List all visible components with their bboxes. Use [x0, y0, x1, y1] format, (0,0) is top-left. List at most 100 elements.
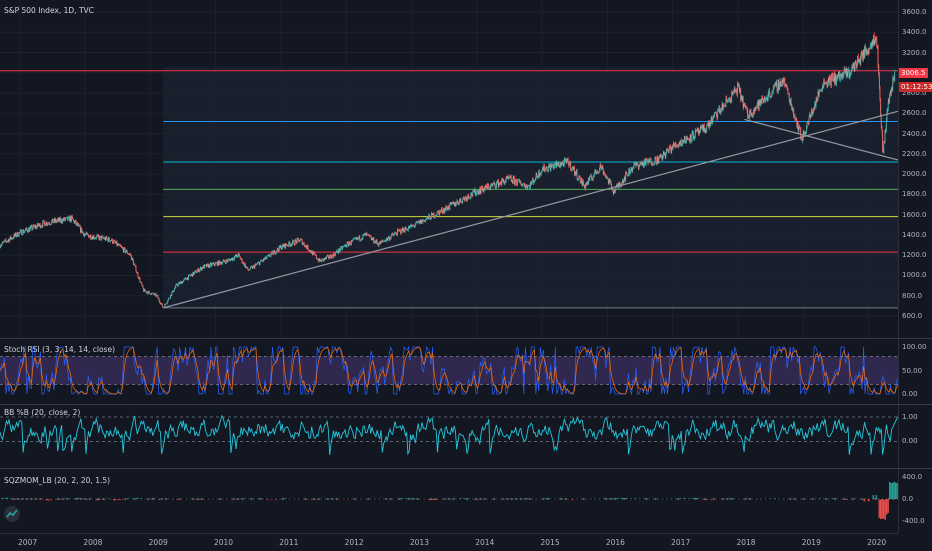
- sqz-dot: [843, 498, 845, 500]
- sqz-dot: [300, 498, 302, 500]
- sqz-histogram-bar: [684, 498, 685, 499]
- sqz-dot: [592, 498, 594, 500]
- price-axis[interactable]: 3600.03400.03200.03000.02800.02600.02400…: [898, 0, 932, 338]
- sqz-dot: [66, 498, 68, 500]
- sqz-dot: [821, 498, 823, 500]
- sqz-histogram-bar: [873, 495, 874, 499]
- bb-pct-legend[interactable]: BB %B (20, close, 2): [4, 408, 80, 417]
- stoch-rsi-pane[interactable]: [0, 339, 898, 404]
- sqz-dot: [866, 498, 868, 500]
- sqz-histogram-bar: [644, 498, 645, 499]
- price-tick: 1800.0: [902, 190, 927, 198]
- sqz-dot: [309, 498, 311, 500]
- sqz-dot: [489, 498, 491, 500]
- sqz-dot: [111, 498, 113, 500]
- year-label: 2011: [279, 538, 298, 547]
- sqz-histogram-bar: [729, 498, 730, 499]
- sqz-dot: [8, 498, 10, 500]
- sqz-dot: [700, 498, 702, 500]
- sqz-histogram-bar: [880, 499, 881, 519]
- year-label: 2007: [18, 538, 37, 547]
- sqz-dot: [758, 498, 760, 500]
- sqz-dot: [628, 498, 630, 500]
- sqz-dot: [686, 498, 688, 500]
- sqz-dot: [852, 498, 854, 500]
- sqz-dot: [735, 498, 737, 500]
- sqz-dot: [233, 498, 235, 500]
- sqz-histogram-bar: [177, 499, 178, 500]
- price-tick: 1200.0: [902, 251, 927, 259]
- sqz-dot: [251, 498, 253, 500]
- price-tick: 2000.0: [902, 170, 927, 178]
- sqz-dot: [201, 498, 203, 500]
- sqz-dot: [125, 498, 127, 500]
- sqz-histogram-bar: [697, 498, 698, 499]
- sqz-dot: [439, 498, 441, 500]
- sqz-dot: [762, 498, 764, 500]
- sqz-dot: [80, 498, 82, 500]
- sqz-histogram-bar: [846, 499, 847, 500]
- sqz-dot: [767, 498, 769, 500]
- sqz-dot: [165, 498, 167, 500]
- sqz-dot: [861, 498, 863, 500]
- sqz-dot: [426, 498, 428, 500]
- year-label: 2020: [867, 538, 886, 547]
- sqz-dot: [682, 498, 684, 500]
- sqz-dot: [825, 498, 827, 500]
- sqz-dot: [673, 498, 675, 500]
- price-tick: 2600.0: [902, 109, 927, 117]
- sqz-dot: [789, 498, 791, 500]
- stoch-rsi-legend[interactable]: Stoch RSI (3, 3, 14, 14, close): [4, 345, 115, 354]
- sqz-dot: [457, 498, 459, 500]
- sqz-dot: [161, 498, 163, 500]
- sqz-dot: [614, 498, 616, 500]
- sqzmom-legend[interactable]: SQZMOM_LB (20, 2, 20, 1.5): [4, 476, 110, 485]
- sqz-dot: [228, 498, 230, 500]
- sqz-dot: [363, 498, 365, 500]
- sqz-dot: [659, 498, 661, 500]
- sqz-histogram-bar: [154, 498, 155, 499]
- sqz-dot: [385, 498, 387, 500]
- sqz-dot: [345, 498, 347, 500]
- year-label: 2010: [214, 538, 233, 547]
- price-pane[interactable]: [0, 0, 898, 338]
- price-tick: 1600.0: [902, 211, 927, 219]
- sqz-dot: [569, 498, 571, 500]
- sqz-dot: [13, 498, 15, 500]
- year-label: 2012: [345, 538, 364, 547]
- price-chart[interactable]: [0, 0, 898, 338]
- price-tick: 2200.0: [902, 150, 927, 158]
- sqz-dot: [183, 498, 185, 500]
- sqz-dot: [646, 498, 648, 500]
- sqz-dot: [879, 498, 881, 500]
- tradingview-logo-icon[interactable]: [4, 506, 20, 522]
- sqz-histogram-bar: [118, 499, 119, 500]
- stoch-tick: 0.00: [902, 390, 918, 398]
- sqz-dot: [466, 498, 468, 500]
- sqz-histogram-bar: [883, 499, 884, 519]
- sqz-dot: [641, 498, 643, 500]
- sqz-histogram-bar: [96, 499, 97, 500]
- countdown-label: 01:12:53: [899, 82, 932, 92]
- sqz-dot: [237, 498, 239, 500]
- sqz-dot: [430, 498, 432, 500]
- sqz-dot: [475, 498, 477, 500]
- sqz-dot: [417, 498, 419, 500]
- sqz-dot: [367, 498, 369, 500]
- symbol-legend[interactable]: S&P 500 Index, 1D, TVC: [4, 6, 94, 15]
- sqz-histogram-bar: [886, 499, 887, 515]
- sqz-histogram-bar: [572, 499, 573, 500]
- sqz-dot: [726, 498, 728, 500]
- sqz-dot: [277, 498, 279, 500]
- sqz-histogram-bar: [15, 499, 16, 500]
- bb-pct-pane[interactable]: [0, 405, 898, 468]
- sqz-dot: [242, 498, 244, 500]
- sqzmom-pane[interactable]: [0, 469, 898, 533]
- sqz-dot: [331, 498, 333, 500]
- sqz-dot: [502, 498, 504, 500]
- sqz-dot: [89, 498, 91, 500]
